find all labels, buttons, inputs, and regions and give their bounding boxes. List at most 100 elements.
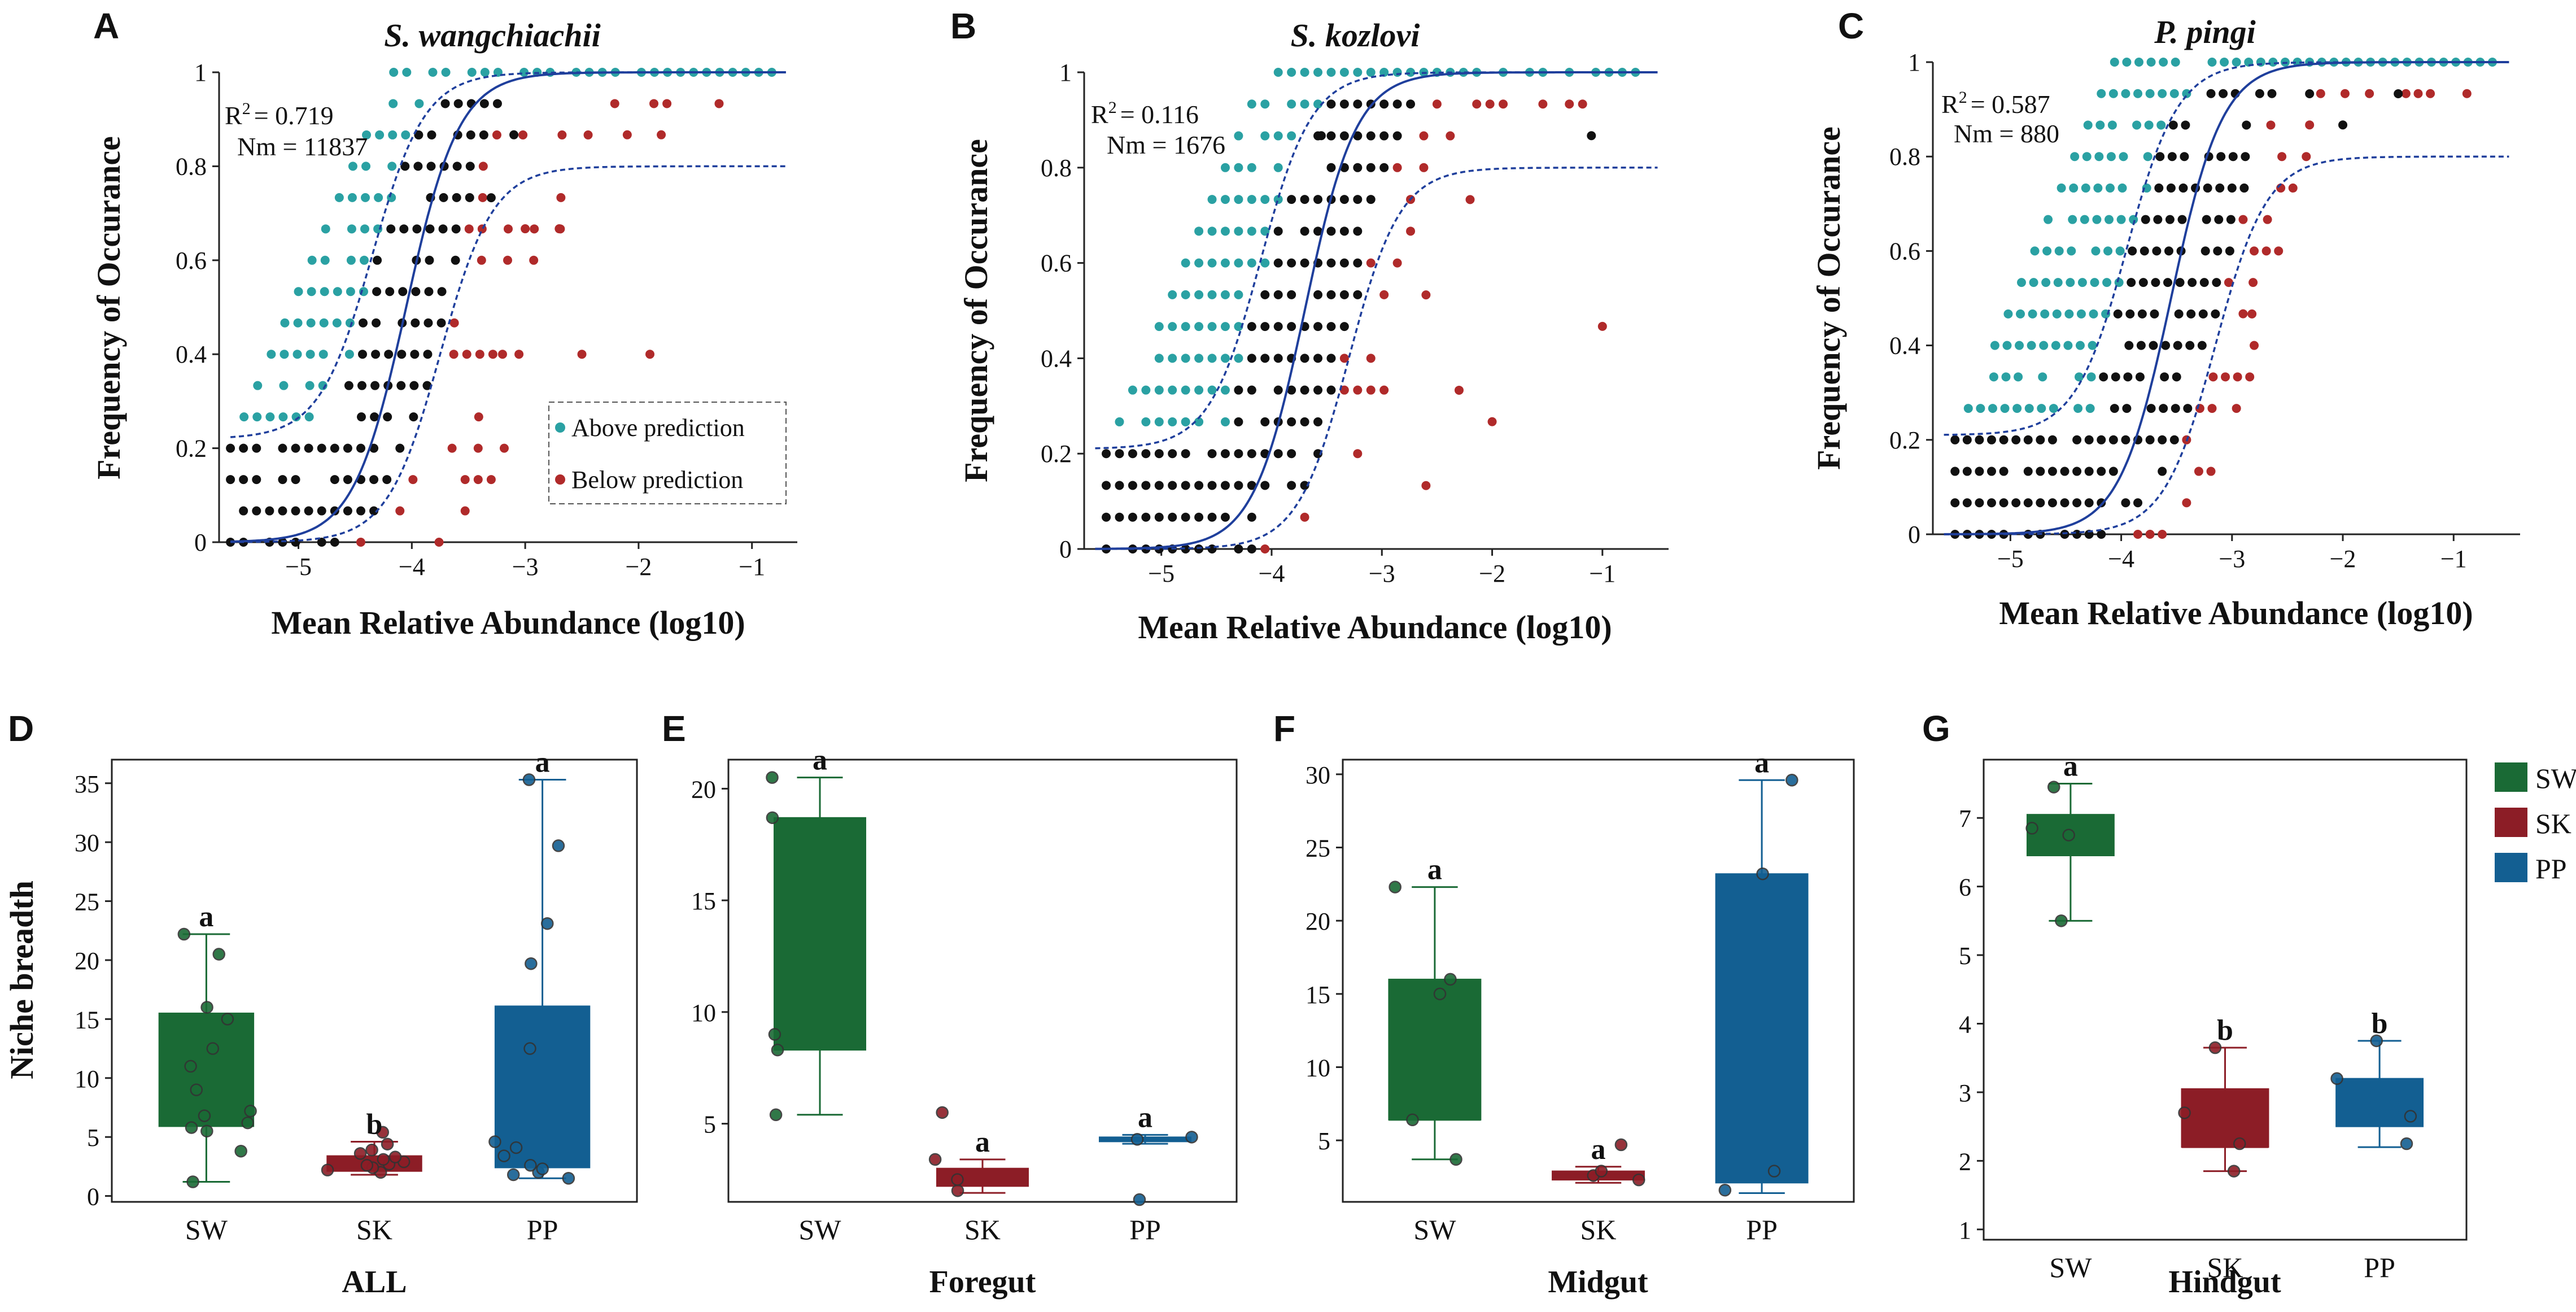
above-point [304, 412, 314, 422]
above-point [1234, 322, 1243, 332]
scatter-point [2011, 498, 2021, 508]
below-point [649, 99, 659, 108]
above-point [1247, 163, 1256, 172]
scatter-point [384, 350, 394, 359]
y-tick-label: 15 [691, 887, 716, 915]
above-point [2014, 372, 2023, 382]
scatter-point [1220, 512, 1230, 522]
scatter-point [1220, 449, 1230, 459]
scatter-point [2072, 467, 2082, 476]
scatter-point [397, 350, 407, 359]
above-point [1220, 290, 1230, 299]
scatter-point [414, 130, 423, 140]
scatter-point [2213, 246, 2223, 256]
scatter-point [2151, 278, 2160, 287]
scatter-point [1141, 512, 1151, 522]
data-point [184, 1060, 197, 1073]
scatter-point [1379, 99, 1389, 109]
above-point [1194, 354, 1204, 363]
scatter-point [1326, 226, 1336, 236]
scatter-point [1975, 498, 1984, 508]
scatter-point [2108, 467, 2118, 476]
scatter-point [1168, 512, 1177, 522]
scatter-point [1287, 258, 1296, 268]
data-point [2047, 781, 2060, 794]
scatter-point [467, 68, 477, 77]
below-point [2250, 341, 2259, 350]
upper-ci-line [1095, 71, 1658, 450]
above-point [1963, 404, 1973, 413]
above-point [414, 99, 424, 108]
scatter-point [1353, 290, 1363, 299]
scatter-point [427, 130, 436, 140]
legend-pp-label: PP [2535, 853, 2567, 884]
legend-sw-swatch [2495, 762, 2527, 792]
above-point [1220, 354, 1230, 363]
below-point [557, 130, 567, 140]
scatter-point [2036, 435, 2045, 444]
scatter-point [1234, 544, 1243, 553]
category-label: PP [527, 1214, 558, 1245]
scatter-point [1260, 481, 1270, 490]
below-point [2266, 120, 2276, 130]
y-tick-label: 25 [75, 888, 99, 916]
above-point [1220, 195, 1230, 204]
above-point [307, 287, 316, 297]
above-point [2075, 372, 2084, 382]
scatter-point [2084, 435, 2094, 444]
above-point [2003, 309, 2013, 319]
scatter-point [2183, 404, 2193, 413]
below-point [2145, 530, 2155, 539]
data-point [1718, 1184, 1732, 1197]
y-tick-label: 30 [75, 829, 99, 857]
scatter-point [1115, 481, 1124, 490]
scatter-point [2177, 215, 2187, 224]
scatter-point [1326, 322, 1336, 332]
scatter-point [2212, 278, 2221, 287]
panel-b: B S. kozlovi 0 0.2 0.4 0.6 0.8 1 −5 −4 −3 −2 −1 R2… [950, 6, 1669, 646]
below-point [2182, 498, 2191, 508]
scatter-point [330, 538, 339, 547]
scatter-point [278, 506, 287, 516]
below-point [395, 506, 405, 516]
significance-letter: a [1138, 1101, 1152, 1134]
scatter-point [1366, 195, 1376, 204]
y-tick-label: 10 [691, 999, 716, 1027]
data-point [2330, 1072, 2343, 1085]
data-point [1444, 973, 1457, 986]
above-point [387, 162, 397, 171]
y-tick-label: 10 [1306, 1054, 1330, 1082]
above-point [2027, 341, 2036, 350]
y-tick-label: 7 [1959, 805, 1971, 832]
above-point [1207, 354, 1217, 363]
above-point [2088, 341, 2097, 350]
above-point [2037, 404, 2046, 413]
scatter-point [358, 318, 368, 328]
scatter-point [1247, 385, 1256, 395]
scatter-point [2199, 278, 2209, 287]
scatter-point [1339, 68, 1349, 77]
above-point [346, 287, 355, 297]
significance-letter: a [1427, 854, 1442, 886]
above-point [2075, 341, 2085, 350]
scatter-point [2111, 372, 2120, 382]
scatter-point [2241, 152, 2250, 162]
data-point [2404, 1110, 2417, 1123]
above-point [2076, 309, 2086, 319]
above-point [1181, 417, 1190, 426]
scatter-point [465, 162, 475, 171]
below-point [1260, 544, 1270, 553]
scatter-point [412, 224, 422, 234]
above-point [321, 224, 330, 234]
scatter-point [1273, 449, 1283, 459]
above-point [361, 162, 371, 171]
above-point [374, 193, 383, 202]
below-point [2250, 246, 2259, 256]
scatter-point [2023, 435, 2033, 444]
box-iqr [1715, 873, 1809, 1184]
y-tick-label: 6 [1959, 874, 1971, 901]
scatter-point [291, 506, 300, 516]
panel-b-title: S. kozlovi [1291, 17, 1420, 54]
scatter-point [1313, 68, 1322, 77]
